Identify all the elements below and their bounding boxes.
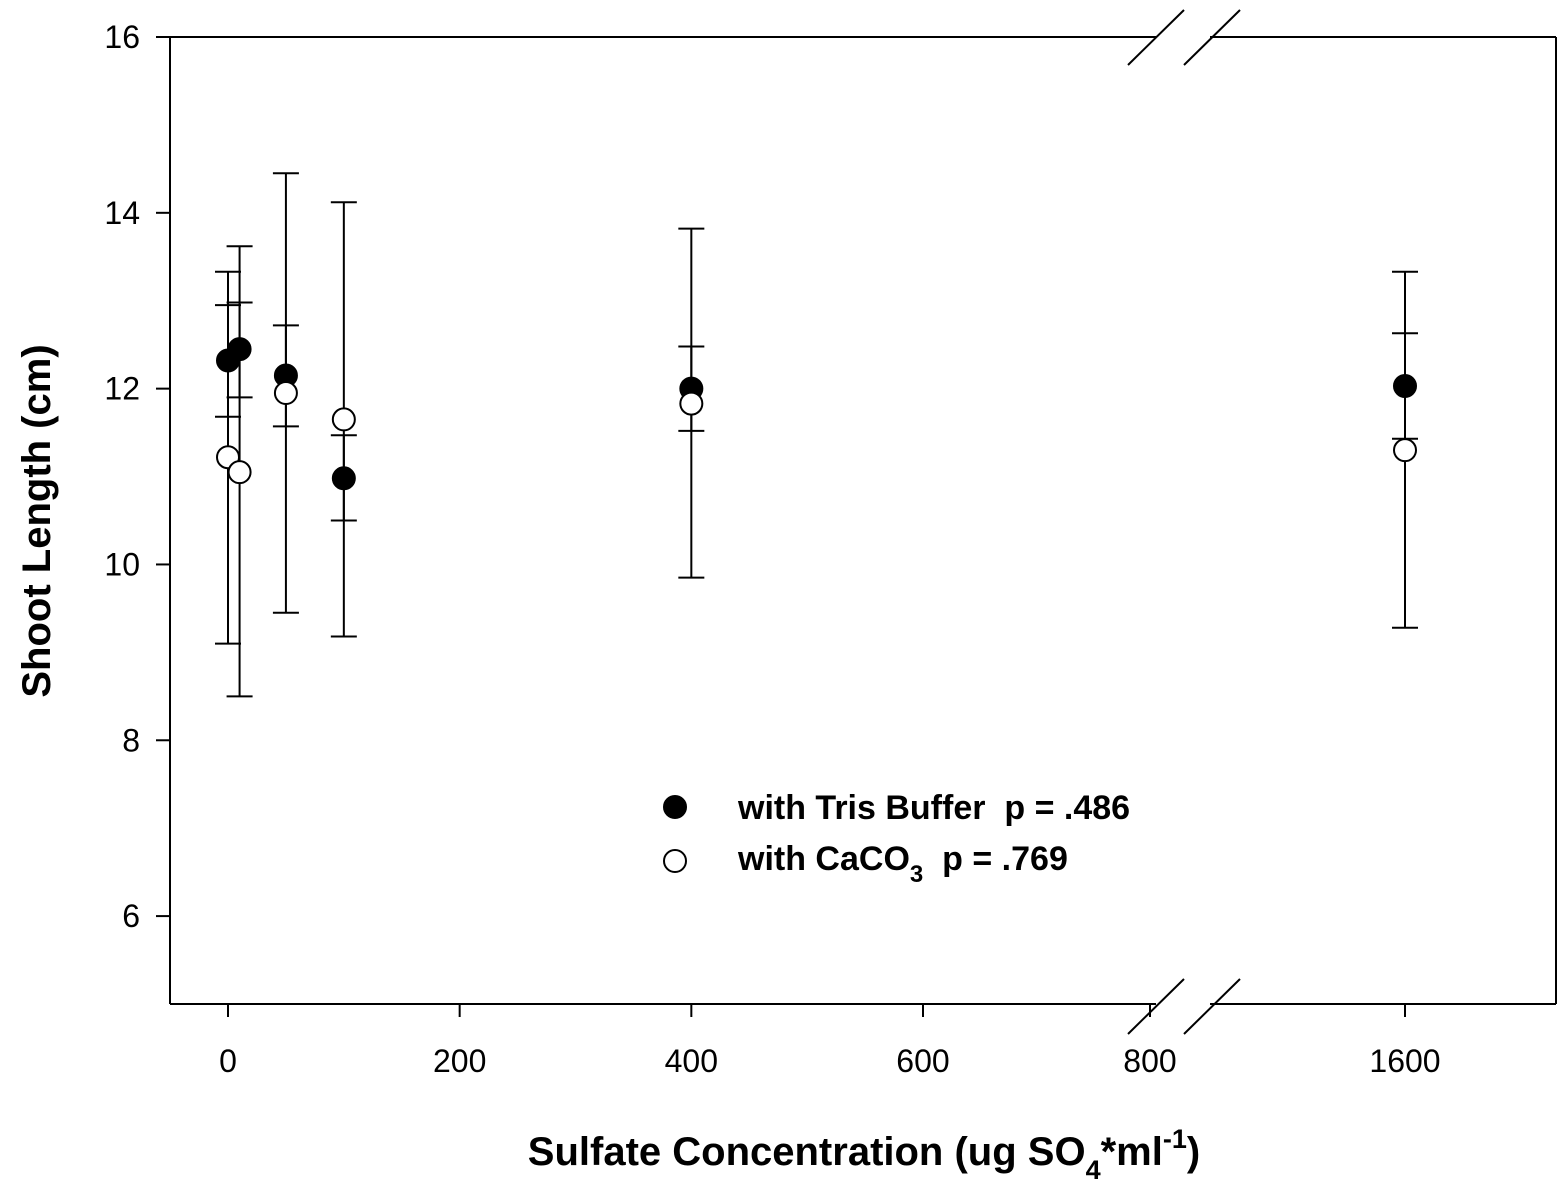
data-point-tris	[331, 466, 356, 491]
x-tick-label: 400	[665, 1043, 718, 1079]
legend-marker-tris	[663, 795, 687, 819]
x-tick-label: 200	[433, 1043, 486, 1079]
plot-frame	[169, 36, 1557, 1005]
y-tick-label: 8	[122, 722, 140, 758]
x-tick-label: 800	[1123, 1043, 1176, 1079]
break-mark-top-1	[1183, 9, 1241, 66]
y-tick-label: 12	[104, 371, 140, 407]
axis-break-marks	[1127, 9, 1241, 1035]
data-point-caco3	[227, 460, 252, 485]
x-tick-label: 600	[896, 1043, 949, 1079]
data-point-caco3	[1393, 438, 1417, 463]
legend-label-caco3: with CaCO3 p = .769	[737, 840, 1068, 888]
y-tick-label: 10	[104, 546, 140, 582]
x-tick-label: 0	[219, 1043, 237, 1079]
markers	[216, 337, 1417, 491]
x-tick-label: 1600	[1369, 1043, 1440, 1079]
x-axis-title: Sulfate Concentration (ug SO4*ml-1)	[528, 1124, 1200, 1181]
data-point-caco3	[273, 381, 298, 406]
data-point-tris	[1393, 373, 1417, 398]
break-mark-bottom-1	[1183, 978, 1241, 1035]
data-point-caco3	[679, 391, 704, 416]
y-tick-label: 16	[104, 19, 140, 55]
y-tick-label: 6	[122, 898, 140, 934]
y-ticks: 6 8 10 12 14 16	[104, 19, 170, 934]
legend-marker-caco3	[663, 849, 687, 873]
x-ticks: 0 200 400 600 800 1600	[219, 1004, 1441, 1079]
break-mark-top-0	[1127, 9, 1185, 66]
data-point-tris	[227, 337, 252, 362]
data-point-caco3	[331, 407, 356, 432]
break-mark-bottom-0	[1127, 978, 1185, 1035]
error-bars	[215, 172, 1418, 698]
legend-label-tris: with Tris Buffer p = .486	[737, 789, 1130, 827]
y-tick-label: 14	[104, 195, 140, 231]
legend: with Tris Buffer p = .486 with CaCO3 p =…	[663, 789, 1130, 888]
y-axis-title: Shoot Length (cm)	[15, 344, 59, 697]
